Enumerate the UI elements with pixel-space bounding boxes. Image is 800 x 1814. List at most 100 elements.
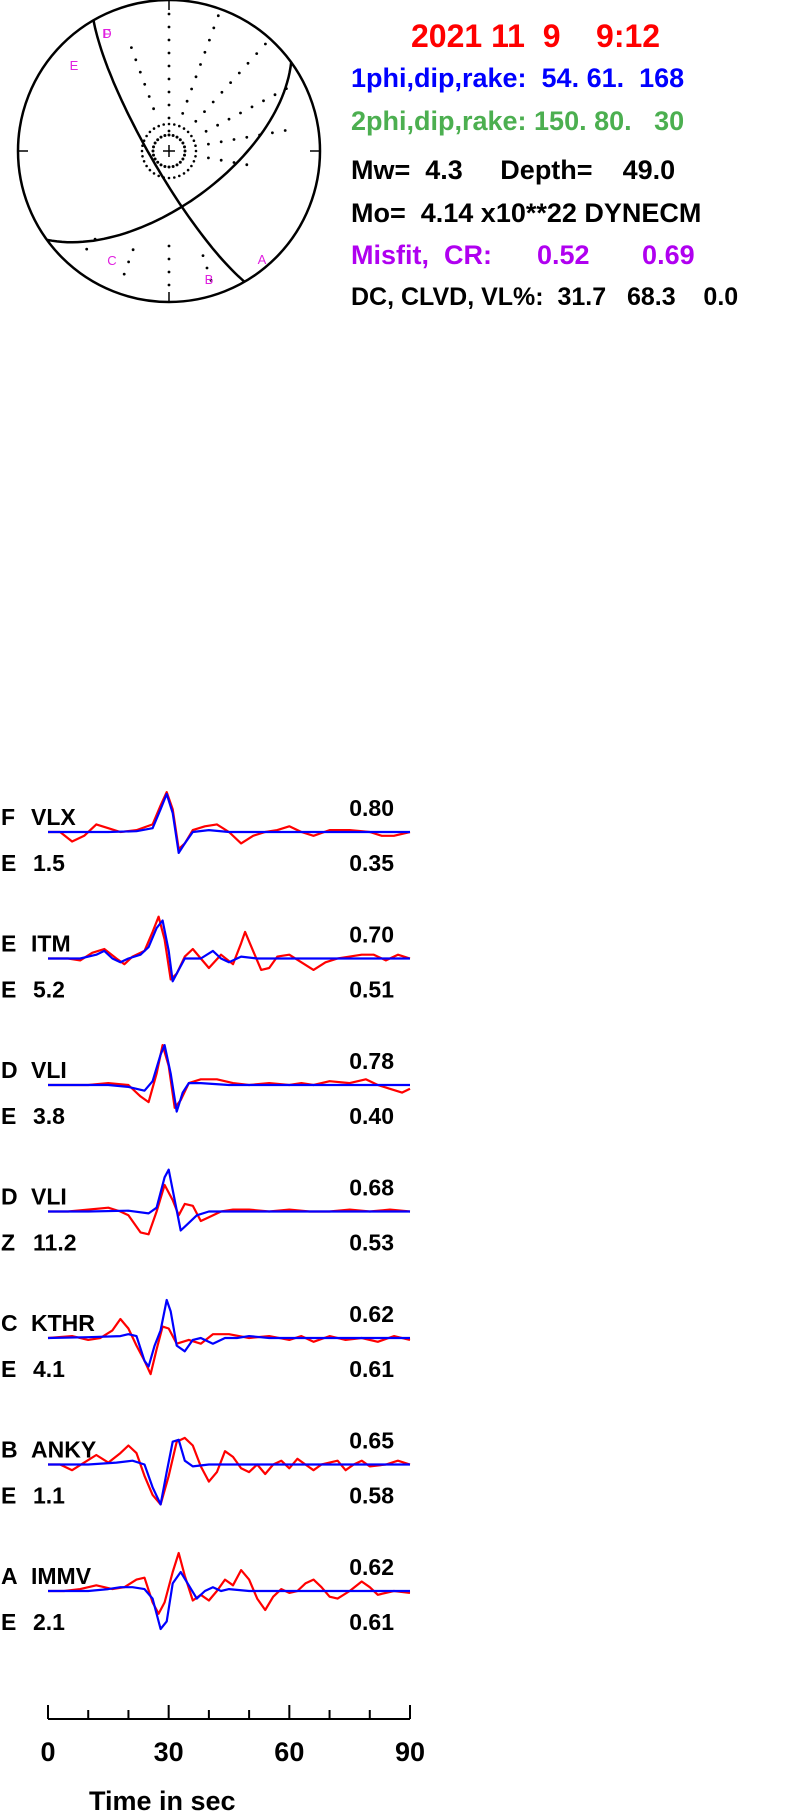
beachball-station-label: C bbox=[107, 253, 116, 268]
trace-value-top: 0.80 bbox=[349, 795, 394, 821]
polarity-dot bbox=[167, 64, 171, 68]
time-axis: 0 30 60 90 Time in sec bbox=[40, 1705, 425, 1814]
trace-value-bottom: 0.53 bbox=[349, 1230, 394, 1256]
center-ring-dot bbox=[192, 139, 196, 142]
center-ring-dot bbox=[148, 130, 152, 134]
center-ring-dot bbox=[178, 138, 182, 142]
polarity-dot bbox=[194, 119, 198, 123]
trace-distance: 11.2 bbox=[33, 1230, 77, 1256]
center-ring-dot bbox=[140, 149, 144, 153]
trace-value-top: 0.70 bbox=[349, 922, 394, 948]
x-axis-label: Time in sec bbox=[89, 1786, 236, 1814]
beachball-station-label: A bbox=[258, 252, 267, 267]
center-ring-dot bbox=[182, 127, 186, 130]
trace-value-top: 0.62 bbox=[349, 1301, 394, 1327]
polarity-dot bbox=[212, 26, 216, 30]
polarity-dot bbox=[271, 131, 274, 135]
polarity-dot bbox=[167, 129, 171, 133]
trace-value-bottom: 0.61 bbox=[349, 1609, 394, 1635]
synthetic-waveform bbox=[47, 1298, 410, 1368]
polarity-dot bbox=[127, 260, 130, 264]
polarity-dot bbox=[122, 272, 126, 276]
trace-value-top: 0.62 bbox=[349, 1554, 394, 1580]
center-ring-dot bbox=[151, 149, 155, 153]
center-ring-dot bbox=[145, 134, 148, 138]
center-ring-dot bbox=[173, 123, 176, 126]
polarity-dot bbox=[203, 110, 206, 113]
beachball-station-label: F bbox=[103, 26, 111, 41]
trace-value-top: 0.65 bbox=[349, 1428, 394, 1454]
synthetic-waveform bbox=[48, 1168, 410, 1232]
center-ring-dot bbox=[167, 133, 171, 137]
polarity-dot bbox=[167, 77, 171, 81]
center-ring-dot bbox=[175, 135, 179, 139]
polarity-dot bbox=[273, 93, 277, 97]
misfit-cr: Misfit, CR: 0.52 0.69 bbox=[351, 240, 695, 270]
trace-station: VLI bbox=[31, 1184, 67, 1210]
dc-clvd-vl: DC, CLVD, VL%: 31.7 68.3 0.0 bbox=[351, 283, 739, 311]
polarity-dot bbox=[207, 142, 210, 146]
center-ring-dot bbox=[181, 157, 185, 161]
center-ring-dot bbox=[186, 130, 190, 134]
trace-row: B ANKY E 1.1 0.65 0.58 bbox=[1, 1428, 411, 1509]
polarity-dot bbox=[258, 133, 261, 137]
center-ring-dot bbox=[153, 157, 157, 161]
center-ring-dot bbox=[141, 144, 144, 147]
center-ring-dot bbox=[156, 160, 160, 164]
polarity-dot bbox=[219, 140, 223, 144]
center-ring-dot bbox=[157, 174, 160, 178]
nodal-plane-1: 1phi,dip,rake: 54. 61. 168 bbox=[351, 63, 685, 93]
polarity-dot bbox=[199, 63, 202, 66]
center-ring-dot bbox=[156, 138, 160, 142]
center-ring-dot bbox=[171, 134, 175, 137]
trace-component: E bbox=[1, 1609, 16, 1635]
polarity-dot bbox=[211, 100, 215, 104]
center-ring-dot bbox=[173, 176, 176, 179]
polarity-dot bbox=[283, 129, 287, 132]
trace-row: F VLX E 1.5 0.80 0.35 bbox=[1, 790, 411, 876]
center-ring-dot bbox=[182, 172, 186, 175]
trace-letter: D bbox=[1, 1184, 18, 1210]
polarity-dot bbox=[138, 70, 142, 74]
trace-value-bottom: 0.51 bbox=[349, 977, 394, 1003]
trace-component: Z bbox=[1, 1230, 15, 1256]
center-ring-dot bbox=[183, 153, 186, 157]
trace-distance: 5.2 bbox=[33, 977, 65, 1003]
event-datetime: 2021 11 9 9:12 bbox=[411, 18, 661, 54]
polarity-dot bbox=[239, 111, 242, 115]
trace-distance: 1.1 bbox=[33, 1483, 65, 1509]
polarity-dot bbox=[167, 12, 171, 16]
synthetic-waveform bbox=[48, 919, 410, 983]
nodal-plane-2: 2phi,dip,rake: 150. 80. 30 bbox=[351, 106, 685, 136]
polarity-dot bbox=[232, 161, 236, 164]
polarity-dot bbox=[246, 61, 250, 65]
polarity-dot bbox=[201, 254, 205, 257]
center-ring-dot bbox=[153, 141, 157, 145]
center-ring-dot bbox=[183, 149, 187, 153]
polarity-dot bbox=[194, 75, 198, 79]
center-ring-dot bbox=[167, 165, 171, 169]
trace-letter: F bbox=[1, 804, 15, 830]
center-ring-dot bbox=[163, 165, 167, 168]
synthetic-waveform bbox=[48, 792, 410, 855]
center-ring-dot bbox=[192, 160, 196, 163]
axis-tick-label: 60 bbox=[274, 1737, 304, 1767]
polarity-dot bbox=[209, 278, 213, 282]
trace-value-bottom: 0.35 bbox=[349, 850, 394, 876]
trace-row: A IMMV E 2.1 0.62 0.61 bbox=[1, 1551, 411, 1635]
polarity-dot bbox=[152, 107, 156, 111]
observed-waveform bbox=[48, 1551, 411, 1615]
polarity-dot bbox=[205, 266, 209, 270]
axis-tick-label: 0 bbox=[40, 1737, 55, 1767]
polarity-dot bbox=[190, 87, 194, 91]
trace-distance: 3.8 bbox=[33, 1103, 65, 1129]
polarity-dot bbox=[147, 95, 151, 98]
beachball-station-label: B bbox=[205, 272, 214, 287]
center-ring-dot bbox=[175, 163, 179, 167]
polarity-dot bbox=[229, 81, 233, 84]
center-ring-dot bbox=[157, 124, 160, 128]
beachball-station-label: D bbox=[102, 26, 111, 41]
trace-row: E ITM E 5.2 0.70 0.51 bbox=[1, 915, 411, 1003]
trace-distance: 1.5 bbox=[33, 850, 65, 876]
